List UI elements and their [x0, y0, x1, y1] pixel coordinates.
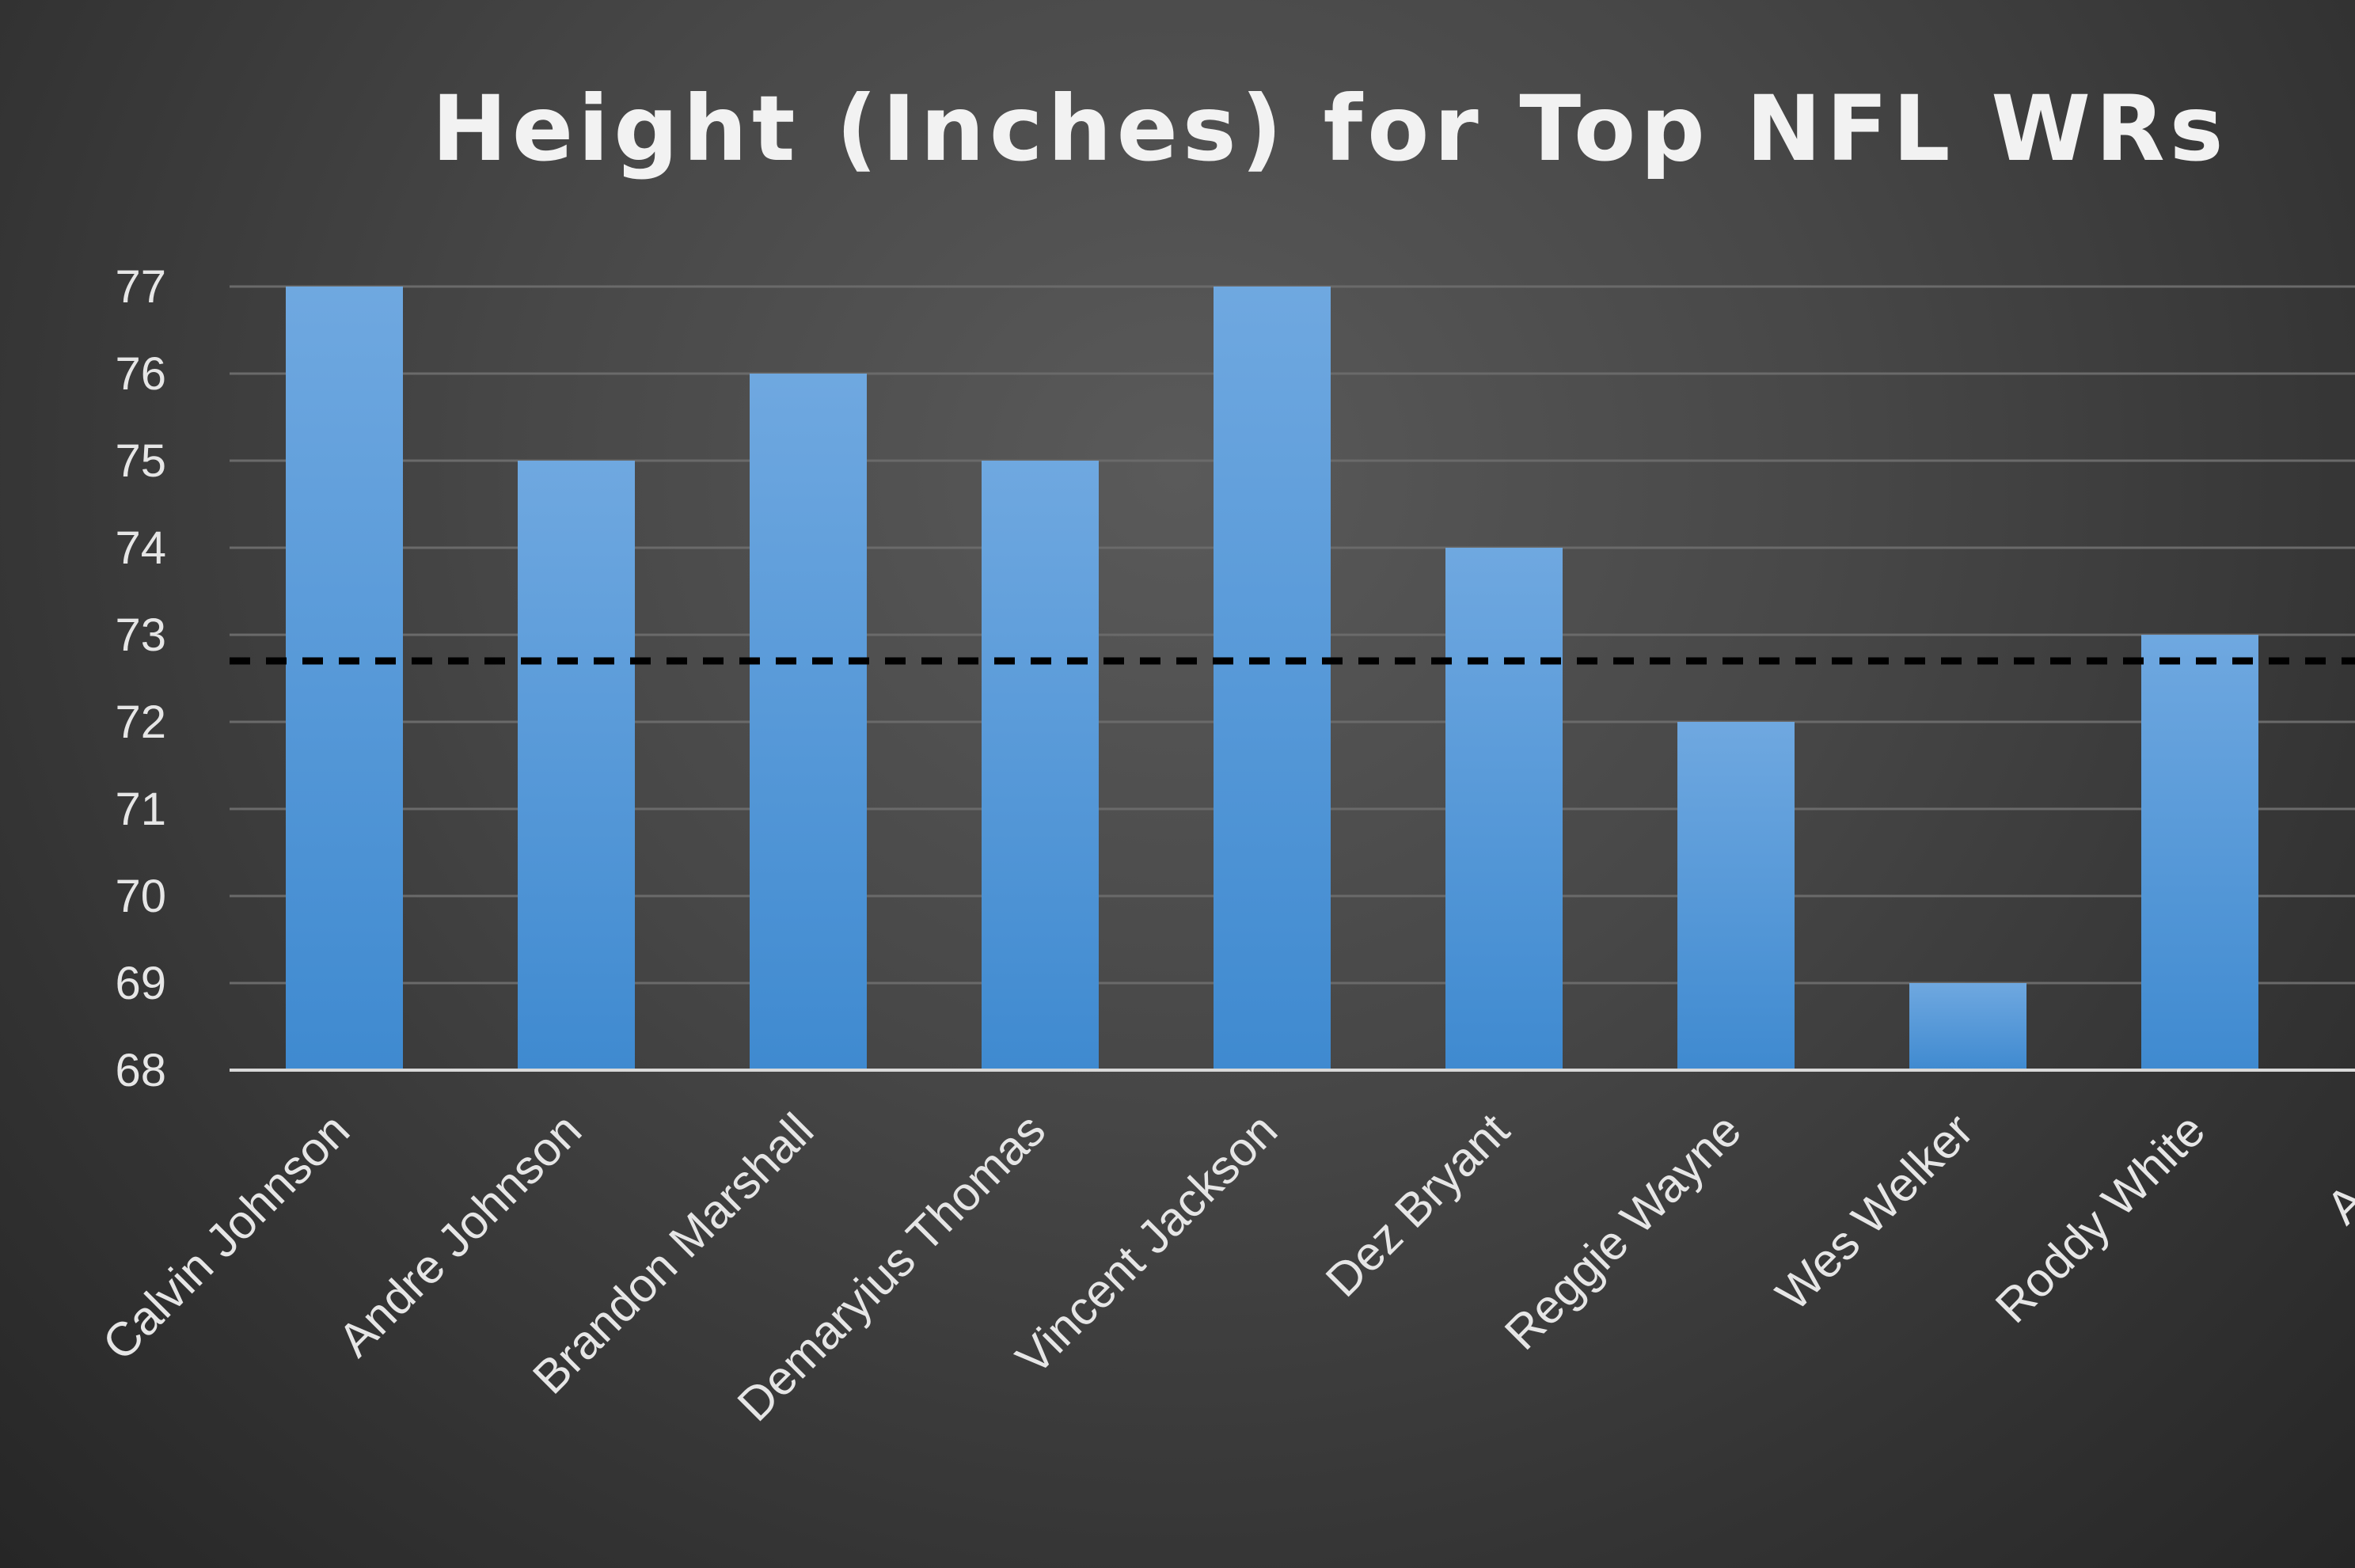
- x-tick-label: Andre Johnson: [328, 1103, 591, 1367]
- bar: [518, 461, 635, 1070]
- x-tick-label: A.J. G: [2316, 1103, 2355, 1234]
- chart-title: Height (Inches) for Top NFL WRs: [431, 76, 2228, 181]
- y-tick-label: 76: [115, 348, 166, 400]
- bar: [1909, 983, 2026, 1070]
- x-tick-label: Roddy White: [1985, 1103, 2215, 1333]
- x-tick-label: Calvin Johnson: [93, 1103, 359, 1370]
- bar: [1214, 287, 1331, 1070]
- bar: [286, 287, 403, 1070]
- x-tick-label: Wes Welker: [1766, 1103, 1983, 1320]
- bar: [750, 374, 867, 1070]
- bar: [2141, 635, 2258, 1070]
- bar: [1677, 722, 1795, 1070]
- y-axis-ticks: 68 69 70 71 72 73 74 75 76 77: [115, 261, 166, 1096]
- y-tick-label: 71: [115, 784, 166, 835]
- x-tick-label: Reggie Wayne: [1495, 1103, 1751, 1360]
- bars: [286, 287, 2258, 1070]
- y-tick-label: 70: [115, 871, 166, 922]
- y-tick-label: 74: [115, 522, 166, 574]
- y-tick-label: 72: [115, 697, 166, 748]
- y-tick-label: 73: [115, 609, 166, 661]
- y-tick-label: 69: [115, 958, 166, 1009]
- y-tick-label: 68: [115, 1045, 166, 1096]
- x-tick-label: Dez Bryant: [1316, 1103, 1519, 1307]
- bar: [982, 461, 1099, 1070]
- y-tick-label: 75: [115, 435, 166, 487]
- y-tick-label: 77: [115, 261, 166, 313]
- bar: [1445, 548, 1563, 1070]
